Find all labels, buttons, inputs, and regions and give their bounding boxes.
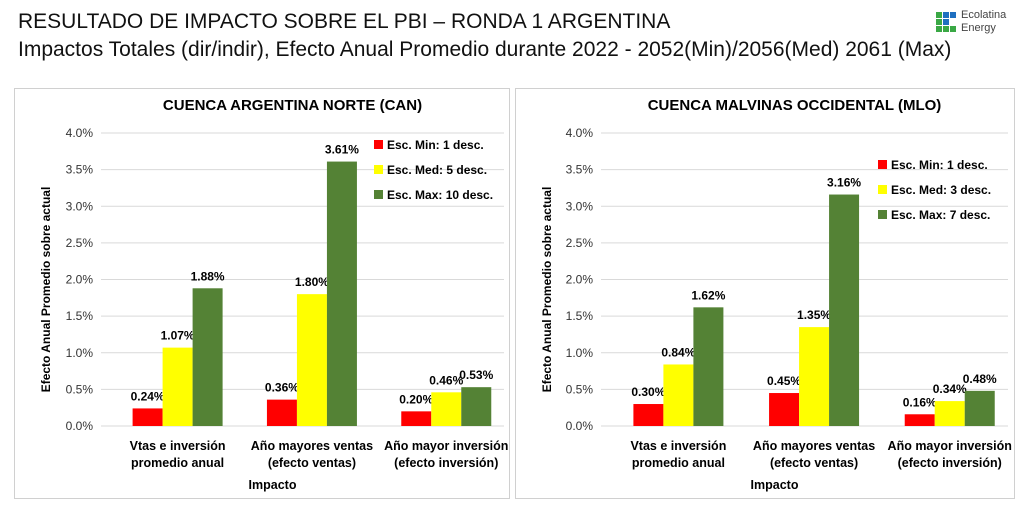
logo-grid-icon [936, 12, 956, 32]
ecolatina-logo: Ecolatina Energy [936, 9, 1006, 35]
bar [296, 294, 327, 426]
bar [799, 327, 830, 426]
y-tick-label: 0.0% [566, 419, 594, 433]
y-tick-label: 1.0% [66, 346, 94, 360]
y-tick-label: 0.5% [66, 382, 94, 396]
data-label: 3.16% [827, 176, 861, 190]
legend-label: Esc. Min: 1 desc. [387, 138, 484, 152]
y-tick-label: 2.5% [66, 236, 94, 250]
x-tick-label: Vtas e inversión [630, 439, 726, 453]
data-label: 0.84% [661, 345, 695, 359]
data-label: 0.30% [631, 385, 665, 399]
data-label: 1.62% [691, 288, 725, 302]
legend-swatch [878, 210, 887, 219]
bar [431, 392, 462, 426]
data-label: 0.36% [265, 381, 299, 395]
y-tick-label: 3.5% [66, 163, 94, 177]
bar [192, 288, 223, 426]
x-tick-label: (efecto ventas) [770, 456, 858, 470]
bar [401, 411, 432, 426]
data-label: 0.24% [131, 389, 165, 403]
y-tick-label: 2.0% [66, 273, 94, 287]
data-label: 0.20% [399, 392, 433, 406]
x-tick-label: Año mayor inversión [888, 439, 1012, 453]
data-label: 0.45% [767, 374, 801, 388]
bar [904, 414, 935, 426]
y-tick-label: 1.0% [566, 346, 594, 360]
x-tick-label: Vtas e inversión [130, 439, 226, 453]
x-tick-label: Año mayores ventas [753, 439, 875, 453]
data-label: 3.61% [325, 143, 359, 157]
x-tick-label: (efecto inversión) [394, 456, 498, 470]
x-tick-label: Año mayores ventas [251, 439, 373, 453]
chart-title: CUENCA MALVINAS OCCIDENTAL (MLO) [648, 97, 942, 114]
y-tick-label: 1.5% [566, 309, 594, 323]
legend-label: Esc. Med: 3 desc. [891, 183, 991, 197]
bar [829, 194, 860, 426]
data-label: 0.46% [429, 373, 463, 387]
data-label: 1.07% [161, 329, 195, 343]
y-tick-label: 1.5% [66, 309, 94, 323]
chart-panel-can: CUENCA ARGENTINA NORTE (CAN) 0.0% 0.5% 1.0%… [14, 88, 510, 499]
logo-line2: Energy [961, 22, 996, 34]
legend-swatch [374, 140, 383, 149]
chart-mlo: CUENCA MALVINAS OCCIDENTAL (MLO) 0.0% 0.5%… [540, 97, 1012, 492]
x-tick-label: promedio anual [632, 456, 725, 470]
data-label: 0.16% [903, 395, 937, 409]
bar [132, 408, 163, 426]
page-subtitle: Impactos Totales (dir/indir), Efecto Anu… [18, 38, 952, 61]
legend-swatch [374, 165, 383, 174]
data-label: 1.35% [797, 308, 831, 322]
data-label: 1.88% [191, 269, 225, 283]
chart-title: CUENCA ARGENTINA NORTE (CAN) [163, 97, 422, 114]
chart-can: CUENCA ARGENTINA NORTE (CAN) 0.0% 0.5% 1.0%… [39, 97, 508, 492]
page-title: RESULTADO DE IMPACTO SOBRE EL PBI – ROND… [18, 10, 671, 33]
legend-label: Esc. Med: 5 desc. [387, 163, 487, 177]
x-tick-label: (efecto inversión) [898, 456, 1002, 470]
logo-line1: Ecolatina [961, 9, 1007, 21]
y-tick-label: 0.5% [566, 382, 594, 396]
bar [326, 161, 357, 426]
bar [769, 393, 800, 426]
legend-swatch [878, 185, 887, 194]
y-tick-label: 4.0% [66, 126, 94, 140]
y-axis-label: Efecto Anual Promedio sobre actual [39, 187, 53, 393]
y-tick-label: 3.5% [566, 163, 594, 177]
y-tick-label: 2.0% [566, 273, 594, 287]
legend-label: Esc. Min: 1 desc. [891, 158, 988, 172]
y-tick-label: 3.0% [66, 199, 94, 213]
x-tick-label: promedio anual [131, 456, 224, 470]
x-axis-label: Impacto [249, 478, 297, 492]
bar [934, 401, 965, 426]
x-tick-label: (efecto ventas) [268, 456, 356, 470]
y-axis-label: Efecto Anual Promedio sobre actual [540, 187, 554, 393]
legend-swatch [374, 190, 383, 199]
bar [964, 390, 995, 426]
legend-swatch [878, 160, 887, 169]
bar [461, 387, 492, 426]
legend-label: Esc. Max: 10 desc. [387, 188, 493, 202]
y-tick-label: 3.0% [566, 199, 594, 213]
data-label: 1.80% [295, 275, 329, 289]
data-label: 0.53% [459, 368, 493, 382]
y-tick-label: 0.0% [66, 419, 94, 433]
data-label: 0.34% [933, 382, 967, 396]
x-axis-label: Impacto [751, 478, 799, 492]
bar [663, 364, 694, 426]
data-label: 0.48% [963, 372, 997, 386]
chart-panel-mlo: CUENCA MALVINAS OCCIDENTAL (MLO) 0.0% 0.5%… [515, 88, 1015, 499]
y-tick-label: 2.5% [566, 236, 594, 250]
x-tick-label: Año mayor inversión [384, 439, 508, 453]
bar [633, 404, 664, 426]
legend-label: Esc. Max: 7 desc. [891, 208, 990, 222]
bar [266, 399, 297, 426]
bar [693, 307, 724, 426]
y-tick-label: 4.0% [566, 126, 594, 140]
bar [162, 347, 193, 426]
